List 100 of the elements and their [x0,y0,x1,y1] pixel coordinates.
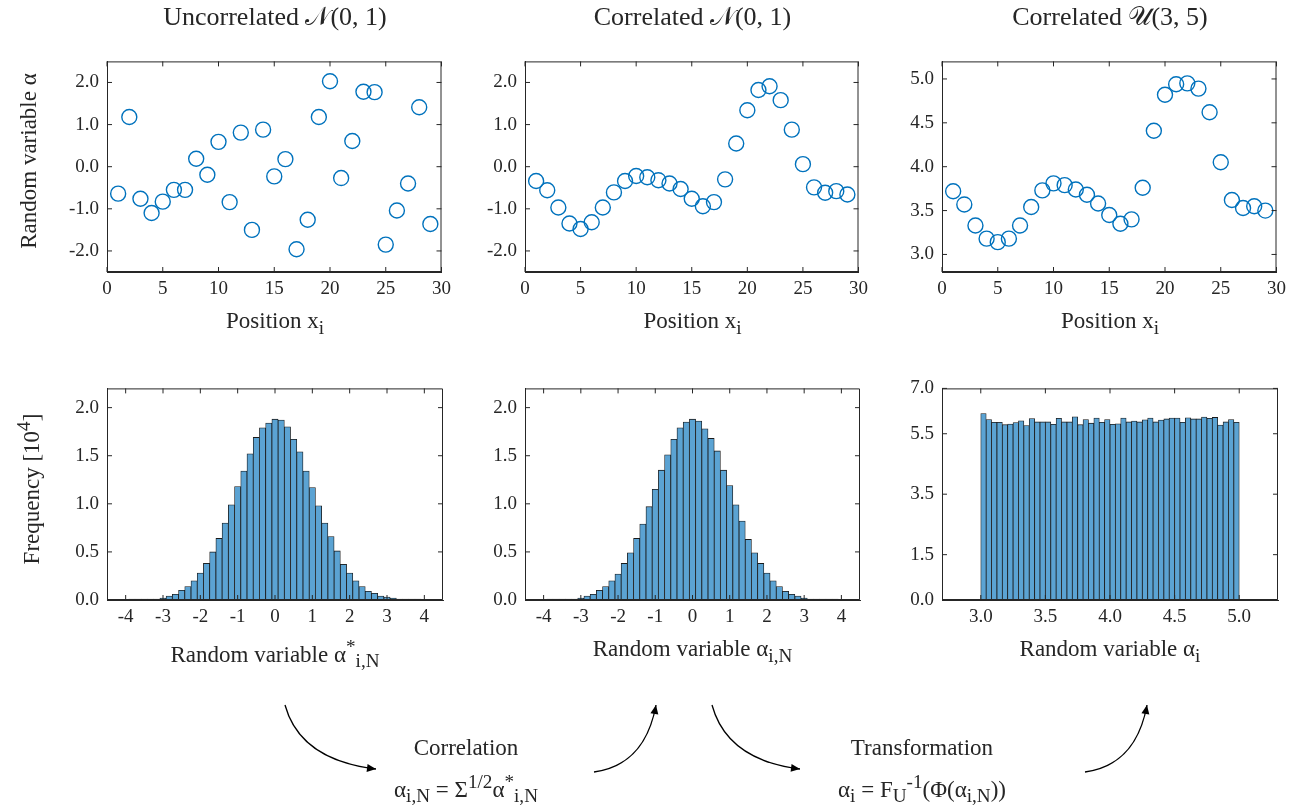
point [539,182,556,199]
point [705,193,723,211]
x-tick-label: -2 [610,605,626,627]
point [1223,191,1241,209]
point [1067,181,1084,198]
x-tick-label: 5 [575,277,586,299]
point [616,172,634,190]
point [1145,122,1163,139]
text: α$_{i}$ = F$_{U}$$^{-1}$(Φ(α$_{i,N}$)) [838,771,1006,808]
point [332,169,350,187]
point [828,182,845,200]
point [232,124,249,141]
point [1023,198,1040,216]
x-tick-label: 4 [419,605,430,627]
x-tick-label: 25 [793,277,813,299]
y-tick-label: -2.0 [486,238,517,260]
point [355,83,372,100]
x-tick-label: 2 [762,605,772,627]
x-tick-label: -1 [229,605,246,627]
x-tick-label: 30 [1267,277,1286,299]
x-tick-label: 1 [307,605,318,627]
x-axis-title: Position x$_{i}$ [643,308,742,339]
y-tick-label: 4.5 [910,110,934,132]
text: Correlation [413,735,519,761]
point [1201,104,1218,121]
x-tick-label: 30 [432,277,451,299]
x-tick-label: 5 [993,277,1003,299]
point [377,236,394,253]
y-tick-label: 2.0 [493,395,517,417]
y-tick-label: 1.0 [493,112,517,134]
x-tick-label: 0 [270,605,280,627]
chart-title: Uncorrelated 𝒩(0, 1) [163,2,387,32]
point [1000,230,1018,247]
point [1089,195,1107,212]
point [1101,206,1118,224]
y-tick-label: 2.0 [75,70,99,92]
point [254,121,272,138]
point [165,181,183,199]
point [243,221,261,239]
point [989,233,1006,251]
point [794,155,812,173]
point [1011,217,1029,234]
point [572,220,589,238]
y-tick-label: 0.0 [75,587,99,609]
x-tick-label: 4.5 [1162,605,1187,627]
point [1112,215,1129,232]
x-axis-title: Random variable α$_{i}$ [1019,636,1201,667]
x-tick-label: -4 [117,605,135,627]
x-tick-label: 0 [102,277,112,299]
point [1034,182,1051,199]
y-tick-label: 0.5 [493,539,517,561]
x-tick-label: -3 [572,605,589,627]
x-tick-label: 10 [626,277,646,299]
y-tick-label: 0.5 [75,539,99,561]
x-tick-label: -3 [155,605,171,627]
y-tick-label: -1.0 [68,196,99,218]
point [411,99,428,116]
point [1212,154,1229,171]
y-tick-label: -1.0 [486,196,517,218]
point [143,204,160,222]
x-tick-label: 15 [1099,277,1119,299]
x-tick-label: 4 [836,605,847,627]
y-tick-label: 3.0 [910,242,934,264]
point [188,150,205,167]
x-tick-label: 4.0 [1098,605,1122,627]
point [1134,179,1151,196]
point [1190,80,1207,97]
point [121,108,138,126]
y-tick-label: 1.5 [493,443,517,465]
point [1045,175,1062,192]
point [683,190,700,207]
x-tick-label: 5.0 [1227,605,1252,627]
x-tick-label: 3.0 [968,605,993,627]
x-tick-label: -1 [647,605,664,627]
y-tick-label: 4.0 [910,154,934,176]
point [366,83,383,101]
point [344,132,361,150]
point [1156,86,1174,103]
point [739,102,756,119]
x-tick-label: 10 [1044,277,1063,299]
x-tick-label: 25 [376,277,396,299]
y-tick-label: 2.0 [493,70,517,92]
point [627,167,645,185]
point [388,202,406,219]
point [728,135,745,152]
point [210,133,227,151]
x-tick-label: 0 [687,605,698,627]
point [550,199,567,216]
y-tick-label: 2.0 [75,395,99,417]
x-tick-label: 1 [724,605,735,627]
y-axis-title: Random variable α [16,73,42,249]
point [399,175,417,192]
y-tick-label: 1.0 [493,491,517,513]
point [761,78,778,95]
x-tick-label: 20 [320,277,340,299]
y-tick-label: 3.5 [910,482,934,504]
y-tick-label: 1.5 [75,443,99,465]
x-axis-title: Position x$_{i}$ [1061,308,1159,339]
point [1167,76,1185,93]
point [694,198,712,215]
